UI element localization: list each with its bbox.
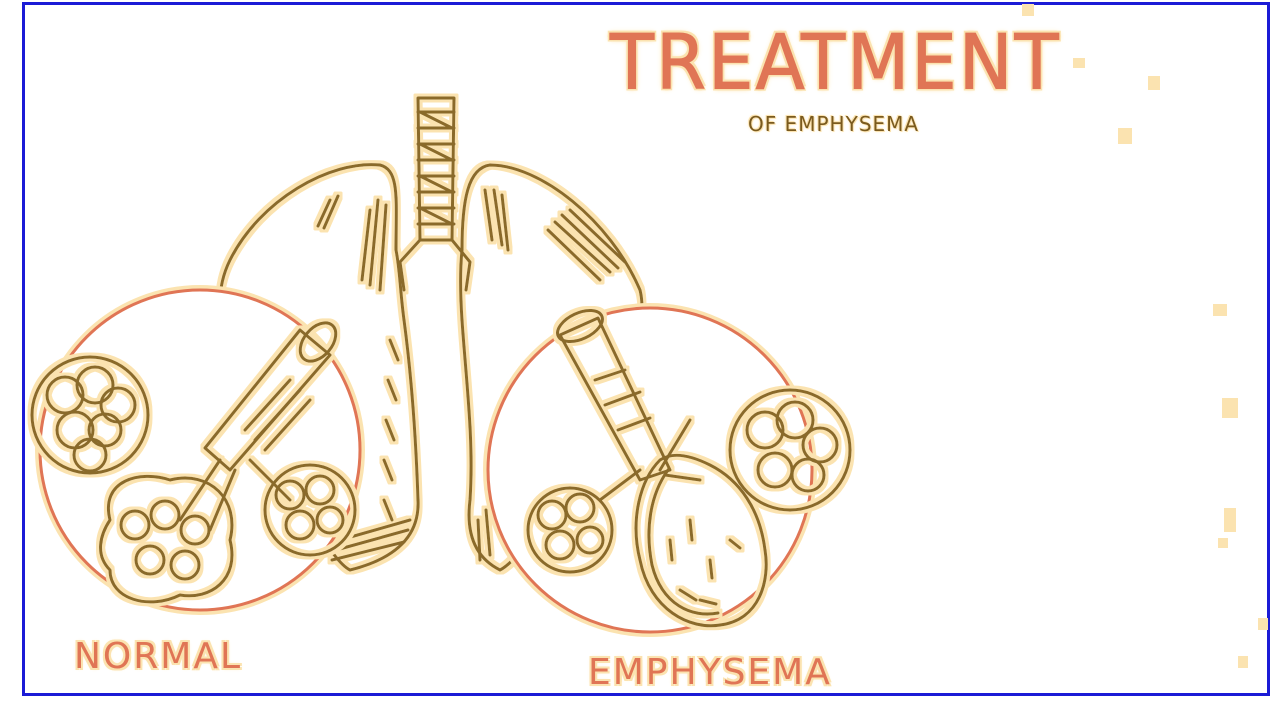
alveolar-sac-cluster — [526, 486, 614, 574]
enlarged-alveolar-sac — [634, 453, 768, 628]
alveolar-sac-cluster — [30, 355, 150, 475]
slide-frame — [22, 2, 1270, 696]
background-flecks — [1022, 4, 1268, 668]
slide-subtitle: OF EMPHYSEMA — [748, 112, 920, 136]
emphysema-label: EMPHYSEMA — [588, 652, 832, 693]
slide-title: TREATMENT — [610, 17, 1061, 107]
normal-label: NORMAL — [74, 636, 243, 677]
normal-alveoli-circle — [30, 285, 365, 615]
alveolar-sac-cluster — [728, 388, 852, 512]
alveolar-sac-cluster — [99, 474, 234, 604]
alveolar-sac-cluster — [263, 463, 357, 557]
trachea — [398, 96, 472, 292]
emphysema-alveoli-circle — [483, 303, 852, 637]
